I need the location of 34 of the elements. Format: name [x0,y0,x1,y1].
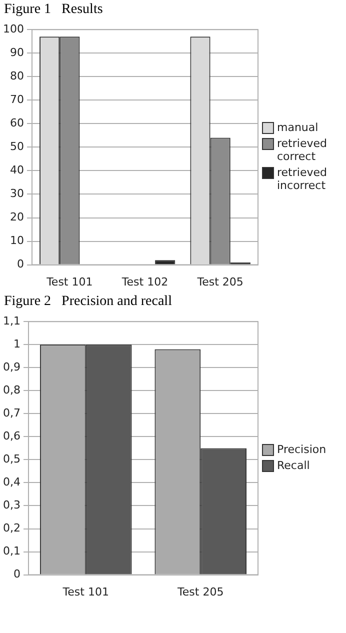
y-tick-label: 1 [13,337,20,350]
y-tick-label: 70 [10,93,24,106]
y-tick-label: 50 [10,140,24,154]
y-tick-label: 100 [2,22,24,36]
x-tick-label: Test 102 [120,275,168,288]
y-tick-label: 30 [10,187,24,200]
y-tick-label: 0,3 [2,498,20,512]
legend-label: retrieved incorrect [277,166,328,192]
y-tick-label: 20 [10,210,24,224]
y-tick-label: 0,9 [2,360,20,374]
y-tick-label: 0,1 [2,544,20,558]
x-tick-label: Test 101 [62,585,109,598]
y-tick-label: 0,4 [2,476,20,489]
chart-title: Figure 2 Precision and recall [3,293,173,311]
text: Precision [277,442,326,456]
y-tick-label: 0,2 [2,522,20,535]
y-tick-label: 1,1 [2,314,20,328]
x-tick-label: Test 101 [46,275,93,288]
y-tick-label: 0,7 [2,406,20,420]
y-tick-label: 80 [10,70,24,82]
x-tick-label: Test 205 [196,275,244,288]
y-tick-label: 0,6 [2,430,20,443]
y-tick-label: 60 [10,116,24,130]
y-tick-label: 0 [13,568,20,581]
y-tick-label: 0,5 [2,452,20,466]
chart-title: Figure 1 Results [3,1,104,19]
y-tick-label: 40 [10,164,24,177]
legend-label: manual [277,120,318,134]
legend-label: Recall [277,458,310,472]
y-tick-label: 0,8 [2,384,20,397]
x-tick-label: Test 205 [176,585,224,598]
y-tick-label: 90 [10,46,24,59]
y-tick-label: 0 [16,258,24,271]
y-tick-label: 10 [10,234,24,248]
